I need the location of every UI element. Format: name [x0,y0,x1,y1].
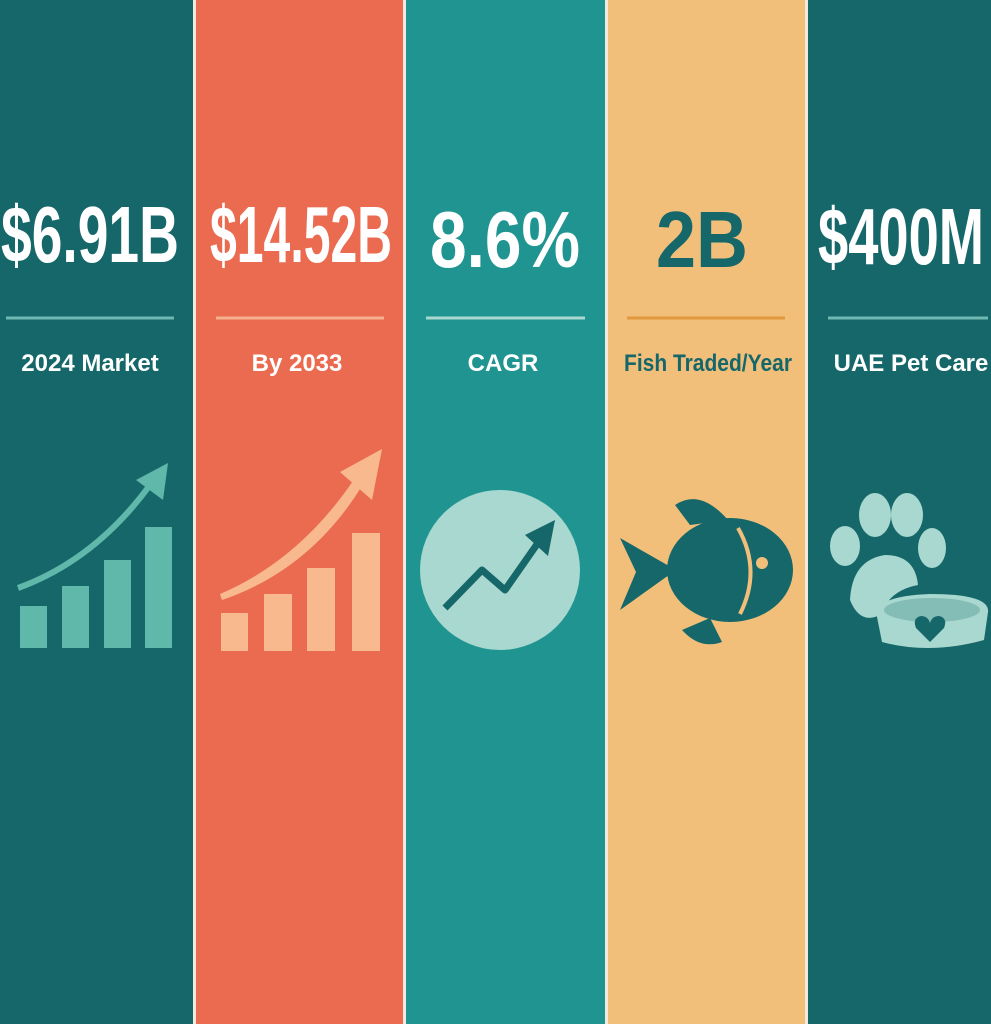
stat-label: By 2033 [252,350,343,377]
stat-label: CAGR [468,350,539,377]
stat-label: 2024 Market [21,350,158,377]
stat-value: $14.52B [210,190,392,279]
pet-icon [830,493,989,649]
panel-bg [196,0,403,1024]
stat-value: $400M [818,192,984,281]
panel-bg [0,0,193,1024]
stat-value: 2B [656,195,748,284]
stat-label: Fish Traded/Year [624,350,792,377]
growth-icon [16,463,172,648]
stat-value: $6.91B [1,190,179,279]
stat-value: 8.6% [430,195,580,284]
growth-icon [220,449,382,651]
fish-icon [620,499,793,645]
trend-icon [420,490,580,650]
stat-label: UAE Pet Care [834,350,989,377]
